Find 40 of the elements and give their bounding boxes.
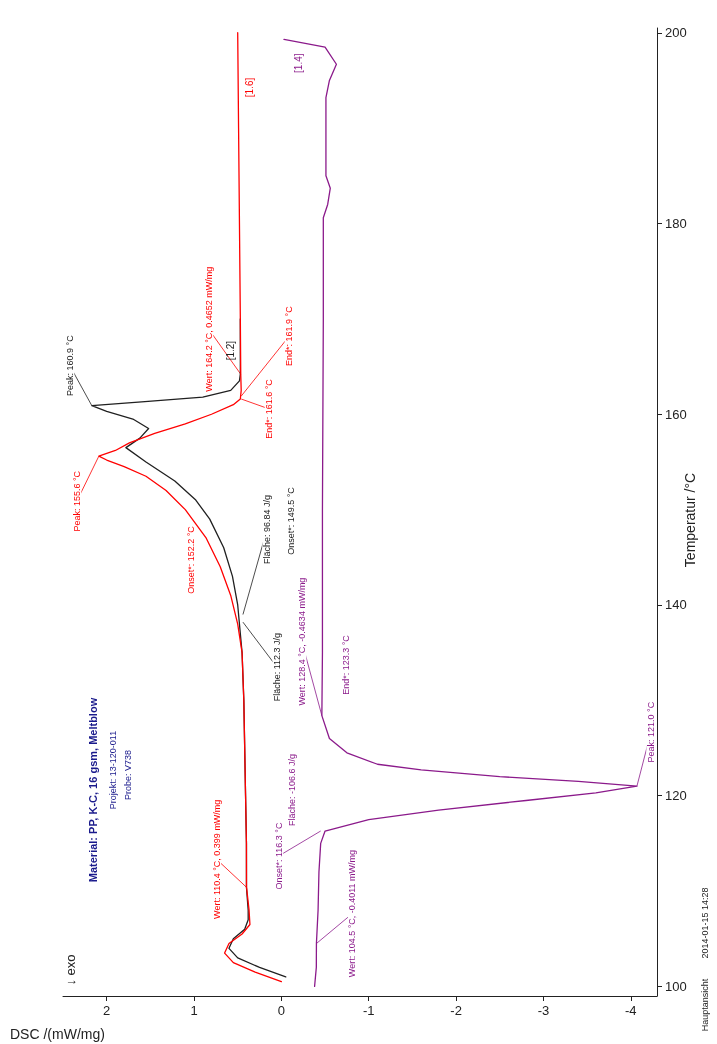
annotation: Wert: 110.4 °C, 0.399 mW/mg (211, 799, 222, 919)
text: 2014-01-15 14:28 (700, 887, 710, 959)
annotation: End*: 123.3 °C (341, 634, 351, 695)
x-axis-title: DSC /(mW/mg) (10, 1026, 105, 1042)
annotation: Onset*: 149.5 °C (286, 486, 296, 555)
annotation: Peak: 121.0 °C (645, 701, 656, 763)
annotation: Fläche: -106.6 J/g (287, 753, 297, 827)
annotation: End*: 161.6 °C (264, 378, 275, 439)
y-tick-label: 100 (665, 978, 687, 994)
annotation: Wert: 128.4 °C, -0.4634 mW/mg (296, 577, 307, 706)
x-tick-label: -4 (625, 1003, 637, 1018)
annotation: Peak: 155.6 °C (71, 470, 82, 532)
x-tick-label: 2 (103, 1003, 111, 1018)
y-tick-label: 200 (665, 25, 687, 41)
text: Hauptansicht (700, 978, 710, 1032)
y-tick-label: 180 (665, 216, 687, 232)
annotation: Fläche: 96.84 J/g (261, 495, 272, 565)
annotation: Probe: V738 (123, 749, 133, 801)
text: [1.4] (292, 53, 304, 73)
x-tick-label: -1 (362, 1003, 375, 1018)
annotation: Wert: 104.5 °C, -0.4011 mW/mg (347, 849, 358, 978)
y-tick-label: 120 (665, 788, 687, 804)
annotation: Onset*: 116.3 °C (273, 822, 284, 890)
annotation: Wert: 164.2 °C, 0.4652 mW/mg (203, 266, 214, 392)
text: [1.2] (224, 340, 236, 361)
x-tick-label: 1 (190, 1003, 198, 1018)
y-axis-title: Temperatur /°C (682, 472, 698, 568)
annotation: End*: 161.9 °C (284, 305, 295, 366)
text: Material: PP, K-C, 16 gsm, Meltblow (87, 697, 99, 883)
y-tick-label: 160 (665, 406, 687, 422)
text: [1.6] (244, 77, 256, 98)
x-tick-label: -3 (537, 1003, 550, 1018)
y-tick-label: 140 (665, 597, 687, 613)
annotation: ↓ exo (62, 954, 78, 986)
annotation: Projekt: 13-120-011 (108, 730, 118, 810)
x-tick-label: 0 (277, 1003, 285, 1018)
annotation: Fläche: 112.3 J/g (271, 632, 282, 702)
annotation: Onset*: 152.2 °C (186, 525, 196, 594)
x-tick-label: -2 (450, 1003, 462, 1018)
annotation: Peak: 160.9 °C (64, 334, 75, 396)
